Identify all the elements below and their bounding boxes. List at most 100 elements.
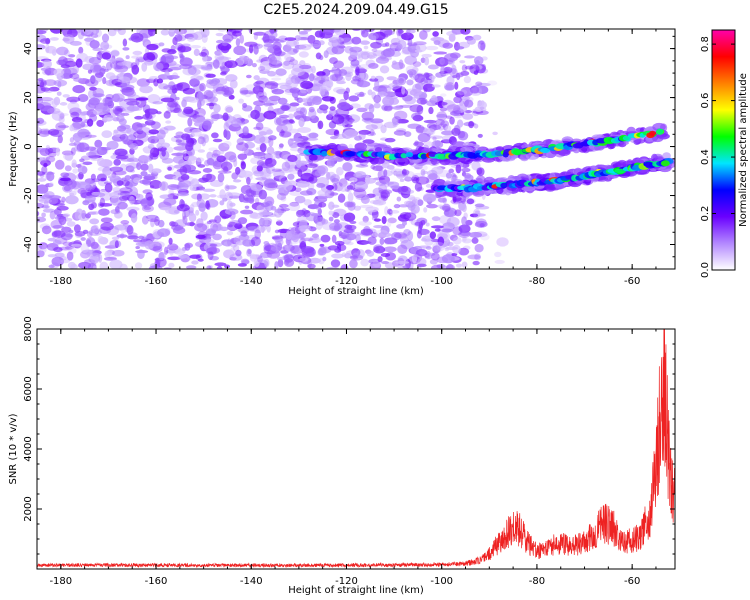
noise-blob <box>47 247 53 251</box>
noise-blob <box>80 237 86 241</box>
noise-blob <box>272 41 282 51</box>
noise-blob <box>271 235 284 240</box>
noise-blob <box>474 243 484 253</box>
snr-background <box>37 329 675 569</box>
noise-blob <box>351 36 362 45</box>
noise-blob <box>421 237 427 242</box>
noise-blob <box>231 172 238 180</box>
noise-blob <box>135 241 149 247</box>
noise-blob <box>209 194 217 198</box>
snr-x-tick-label: -180 <box>49 576 72 587</box>
noise-blob <box>189 184 197 192</box>
noise-blob <box>71 159 77 168</box>
noise-blob <box>427 169 438 177</box>
noise-blob <box>481 56 488 61</box>
noise-blob <box>78 46 84 54</box>
noise-blob <box>414 140 419 146</box>
snr-y-tick-label: 8000 <box>23 316 34 341</box>
noise-blob <box>120 220 130 225</box>
noise-blob <box>291 233 300 243</box>
noise-blob <box>287 113 294 120</box>
spectrogram-x-axis: -180 -160 -140 -120 -100 -80 -60 <box>36 29 657 287</box>
noise-blob <box>372 177 386 181</box>
noise-blob <box>229 247 236 257</box>
noise-blob <box>59 113 65 120</box>
noise-blob <box>206 238 212 243</box>
noise-blob <box>117 125 127 132</box>
noise-blob <box>37 101 52 112</box>
noise-blob <box>375 181 387 186</box>
noise-blob <box>380 54 387 60</box>
noise-blob <box>243 120 248 125</box>
noise-blob <box>253 134 266 144</box>
noise-blob <box>177 192 190 197</box>
noise-blob <box>249 253 257 262</box>
noise-blob <box>358 131 366 140</box>
noise-blob <box>229 79 238 89</box>
noise-blob <box>325 128 340 136</box>
noise-blob <box>287 173 295 180</box>
noise-blob <box>284 180 290 187</box>
noise-blob <box>135 97 149 101</box>
noise-blob <box>45 155 56 163</box>
noise-blob <box>299 257 309 262</box>
noise-blob <box>235 38 241 47</box>
noise-blob <box>316 71 326 77</box>
noise-blob <box>195 209 200 216</box>
noise-blob <box>365 174 371 185</box>
noise-blob <box>231 118 242 128</box>
noise-blob <box>429 126 436 132</box>
noise-blob <box>348 95 360 102</box>
noise-blob <box>346 185 354 190</box>
noise-blob <box>221 161 233 171</box>
noise-blob <box>134 262 143 269</box>
noise-blob <box>168 63 181 69</box>
noise-blob <box>187 96 199 103</box>
noise-blob <box>440 65 445 75</box>
noise-blob <box>427 64 439 70</box>
noise-blob <box>379 237 385 245</box>
noise-blob <box>376 33 389 40</box>
noise-blob <box>202 120 212 130</box>
noise-blob <box>91 243 101 253</box>
noise-blob <box>47 254 57 258</box>
snr-y-tick-label: 6000 <box>23 376 34 401</box>
noise-blob <box>201 136 207 147</box>
noise-blob <box>138 235 145 240</box>
noise-blob <box>494 251 502 258</box>
noise-blob <box>355 194 370 201</box>
noise-blob <box>407 123 422 129</box>
noise-blob <box>240 161 246 170</box>
noise-blob <box>157 228 171 238</box>
noise-blob <box>412 61 422 67</box>
noise-blob <box>188 170 202 175</box>
noise-blob <box>226 230 234 236</box>
noise-blob <box>412 74 419 80</box>
snr-panel: -180 -160 -140 -120 -100 -80 -60 2000 4000 6000 8… <box>8 316 676 596</box>
noise-blob <box>399 211 412 220</box>
noise-blob <box>158 83 169 90</box>
noise-blob <box>308 237 322 244</box>
noise-blob <box>269 243 281 254</box>
noise-blob <box>208 265 213 269</box>
track-halo-blob <box>337 143 348 152</box>
noise-blob <box>101 33 110 43</box>
noise-blob <box>423 207 428 213</box>
noise-blob <box>420 168 426 176</box>
noise-blob <box>223 241 232 247</box>
track-core-blob <box>540 147 551 153</box>
noise-blob <box>317 165 329 175</box>
noise-blob <box>121 80 127 91</box>
noise-blob <box>266 146 275 155</box>
noise-blob <box>275 240 282 251</box>
noise-blob <box>373 225 384 229</box>
noise-blob <box>469 86 480 94</box>
noise-blob <box>168 237 173 245</box>
noise-blob <box>209 243 218 247</box>
noise-blob <box>431 216 441 222</box>
noise-blob <box>416 263 427 268</box>
noise-blob <box>130 32 144 43</box>
noise-blob <box>370 118 384 124</box>
track-halo-blob <box>434 191 444 196</box>
